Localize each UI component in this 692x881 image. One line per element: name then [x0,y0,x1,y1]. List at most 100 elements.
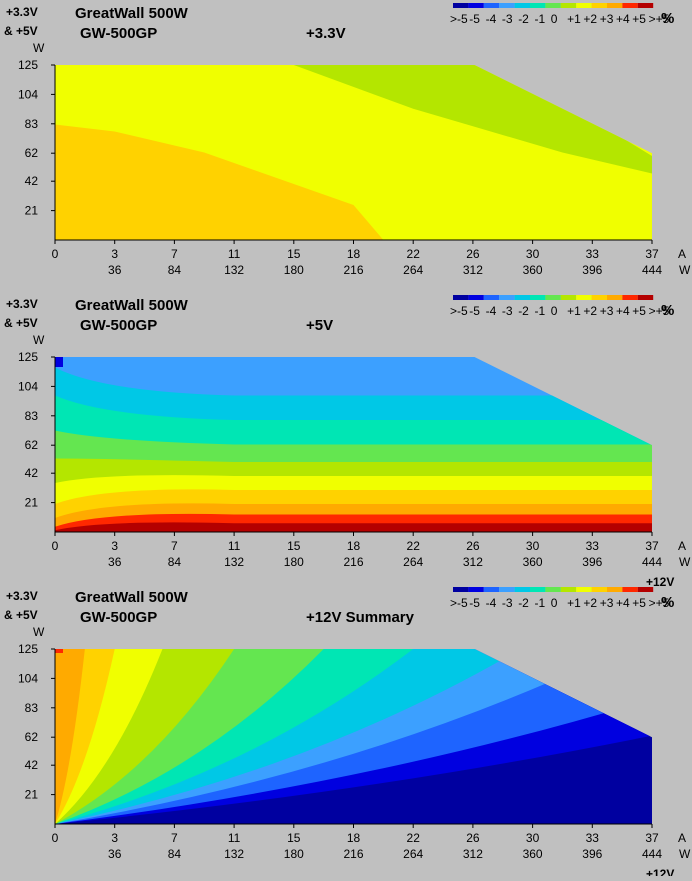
x-tick-amps: 0 [52,247,59,261]
x-tick-watts: 180 [284,263,304,277]
y-tick-label: 83 [25,117,39,131]
scale-label-3: -3 [502,596,513,610]
scale-swatch-4 [514,295,530,300]
scale-label-4: -2 [518,12,529,26]
x-tick-watts: 36 [108,263,122,277]
y-rail-label-2: & +5V [4,316,38,330]
x-tick-amps: 26 [466,831,480,845]
scale-unit: % [661,302,674,319]
x-tick-amps: 30 [526,247,540,261]
model-title: GW-500GP [80,25,157,42]
scale-label-5: -1 [535,304,546,318]
chart-title: +3.3V [306,25,346,42]
scale-swatch-8 [576,3,592,8]
scale-labels: >-5 -5 -4 -3 -2 -1 0 +1 +2 +3 +4 +5 >+5 [450,596,670,610]
scale-swatch-0 [453,3,469,8]
y-rail-label-1: +3.3V [6,5,38,19]
y-rail-label-2: & +5V [4,608,38,622]
scale-swatch-3 [499,3,515,8]
scale-swatch-12 [637,295,654,300]
y-tick-label: 104 [18,379,38,393]
zone-diag-0 [55,649,85,824]
scale-swatch-11 [622,295,638,300]
scale-label-3: -3 [502,12,513,26]
scale-swatch-8 [576,295,592,300]
x-tick-watts: 444 [642,263,662,277]
x-tick-amps: 22 [407,831,421,845]
y-tick-label: 62 [25,438,39,452]
model-title: GW-500GP [80,609,157,626]
scale-label-10: +4 [616,12,630,26]
scale-swatch-11 [622,3,638,8]
x-tick-watts: 216 [343,555,363,569]
x-tick-watts: 360 [523,263,543,277]
scale-swatch-5 [530,3,546,8]
scale-label-10: +4 [616,304,630,318]
scale-swatch-2 [483,3,500,8]
y-tick-label: 62 [25,146,39,160]
x-tick-watts: 444 [642,555,662,569]
scale-swatch-3 [499,295,515,300]
scale-label-5: -1 [535,12,546,26]
x-tick-amps: 11 [228,831,241,845]
y-rail-label-1: +3.3V [6,589,38,603]
scale-label-8: +2 [583,596,597,610]
x-tick-watts: 444 [642,847,662,861]
y-tick-label: 83 [25,701,39,715]
x-tick-watts: 396 [582,263,602,277]
x-tick-amps: 0 [52,831,59,845]
scale-label-7: +1 [567,304,581,318]
x-tick-watts: 84 [168,263,182,277]
x-tick-amps: 37 [645,247,659,261]
scale-label-5: -1 [535,596,546,610]
scale-swatch-10 [607,3,623,8]
x-tick-watts: 36 [108,847,122,861]
y-unit-label: W [33,41,45,55]
x-tick-watts: 264 [403,263,423,277]
y-tick-label: 125 [18,642,38,656]
x-tick-amps: 33 [586,539,600,553]
scale-swatch-10 [607,587,623,592]
x-tick-amps: 3 [111,539,118,553]
scale-label-4: -2 [518,596,529,610]
scale-swatch-7 [560,3,577,8]
x-tick-amps: 22 [407,539,421,553]
x-unit-a: A [678,831,686,845]
y-tick-label: 104 [18,87,38,101]
x-tick-amps: 7 [171,539,178,553]
x-tick-amps: 3 [111,831,118,845]
x-tick-watts: 132 [224,555,244,569]
x-tick-amps: 18 [347,831,361,845]
x-tick-amps: 22 [407,247,421,261]
scale-label-1: -5 [469,596,480,610]
scale-swatch-6 [545,295,561,300]
scale-label-7: +1 [567,596,581,610]
scale-swatch-11 [622,587,638,592]
model-title: GW-500GP [80,317,157,334]
scale-swatch-12 [637,3,654,8]
x-tick-amps: 30 [526,539,540,553]
x-tick-watts: 216 [343,847,363,861]
x-tick-amps: 37 [645,539,659,553]
scale-swatch-8 [576,587,592,592]
scale-label-12: >+5 [649,12,670,26]
heatmap-area [55,649,652,824]
y-tick-label: 62 [25,730,39,744]
x-tick-amps: 3 [111,247,118,261]
scale-swatch-12 [637,587,654,592]
scale-labels: >-5 -5 -4 -3 -2 -1 0 +1 +2 +3 +4 +5 >+5 [450,304,670,318]
scale-label-1: -5 [469,304,480,318]
chart-title: +5V [306,317,333,334]
y-rail-label-1: +3.3V [6,297,38,311]
scale-label-3: -3 [502,304,513,318]
scale-label-6: 0 [551,596,558,610]
scale-label-11: +5 [632,12,646,26]
scale-label-11: +5 [632,596,646,610]
scale-label-2: -4 [486,596,497,610]
x-unit-a: A [678,539,686,553]
scale-unit: % [661,594,674,611]
x-unit-w: W [679,847,691,861]
scale-label-0: >-5 [450,304,468,318]
